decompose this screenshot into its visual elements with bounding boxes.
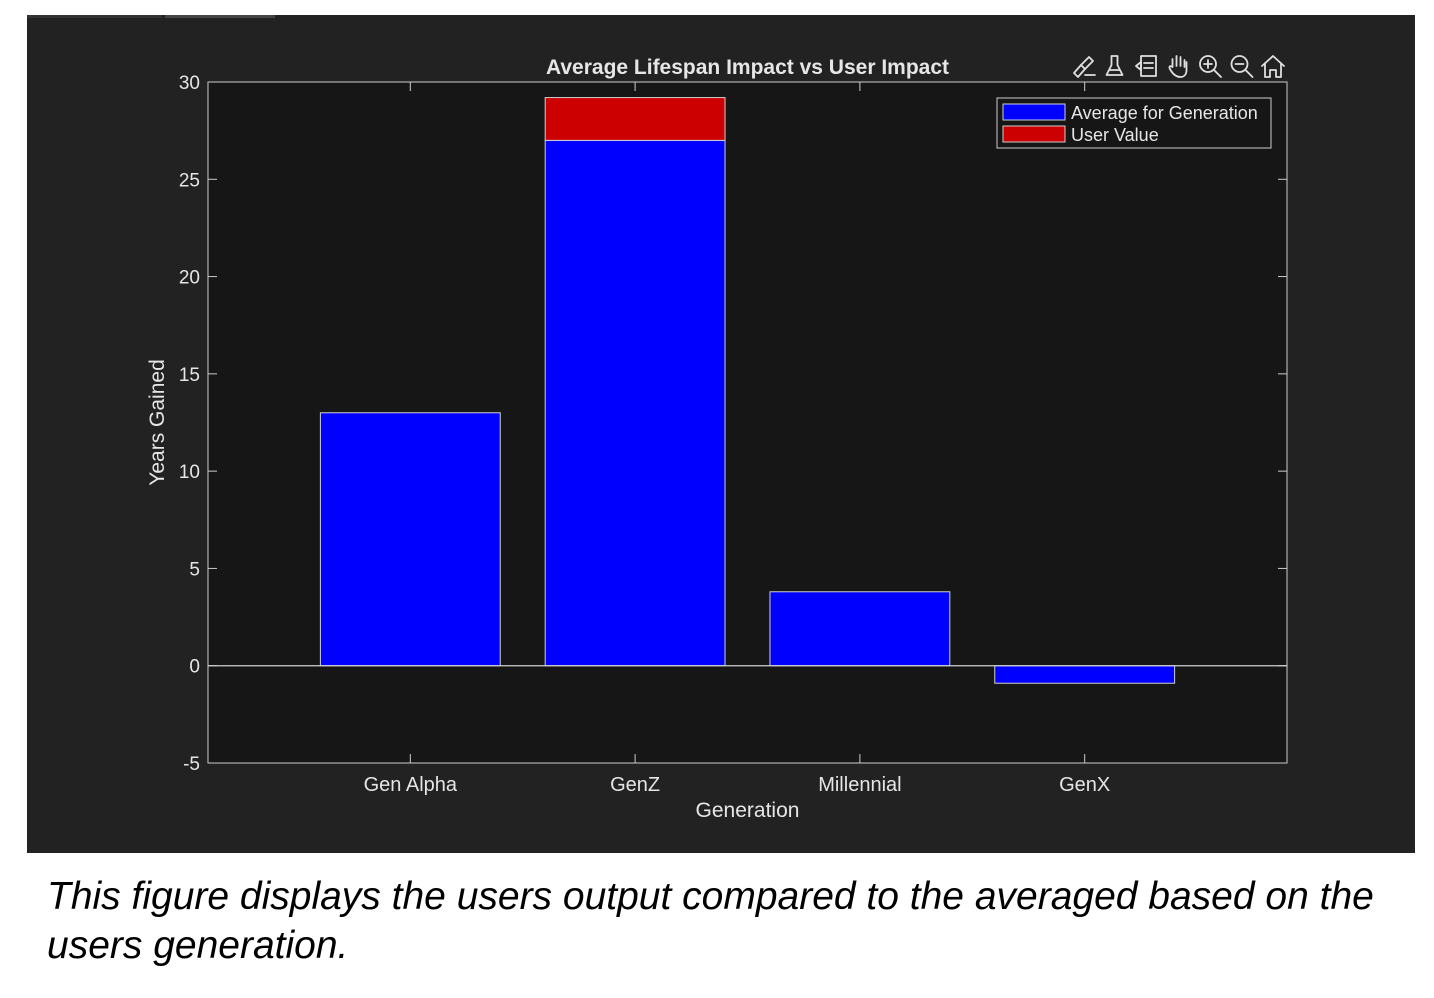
bar-gen-alpha-series-0	[319, 412, 501, 667]
bar-millennial-series-0	[769, 591, 951, 667]
x-tick-label: GenZ	[610, 774, 660, 796]
legend-swatch	[1002, 125, 1066, 143]
datacursor-icon[interactable]	[1135, 55, 1157, 77]
x-tick-label: Millennial	[818, 774, 901, 796]
x-tick-label: GenX	[1059, 774, 1110, 796]
legend-swatch	[1002, 103, 1066, 121]
legend-entry-label: User Value	[1071, 125, 1159, 145]
bar-genx-series-0	[994, 665, 1176, 684]
y-tick-label: 5	[189, 559, 200, 580]
home-icon[interactable]	[1261, 55, 1285, 78]
legend-entry-label: Average for Generation	[1071, 103, 1258, 123]
data-tips-icon[interactable]	[1105, 55, 1124, 76]
figure-caption: This figure displays the users output co…	[47, 875, 1374, 967]
zoom-in-icon[interactable]	[1199, 55, 1222, 78]
figure-tab-strip	[27, 15, 277, 20]
figure-tab[interactable]	[27, 15, 162, 18]
bar-genz-series-1	[544, 97, 726, 141]
figure-window: -5 0 5 10 15 20 25 30 Gen Alpha GenZ Millennial Gen…	[27, 15, 1415, 853]
y-tick-label: 25	[179, 170, 200, 191]
y-tick-label: 30	[179, 73, 200, 94]
zoom-out-icon[interactable]	[1230, 55, 1254, 78]
y-tick-label: 20	[179, 268, 200, 289]
x-tick-label: Gen Alpha	[364, 774, 458, 796]
brush-icon[interactable]	[1073, 56, 1096, 78]
bar-genz-series-0	[544, 139, 726, 667]
y-axis-label: Years Gained	[146, 359, 169, 485]
x-axis-label: Generation	[696, 799, 800, 822]
figure-tab-active[interactable]	[165, 15, 275, 18]
bar-chart: -5 0 5 10 15 20 25 30 Gen Alpha GenZ Millennial Gen…	[146, 55, 1288, 822]
y-tick-label: -5	[183, 754, 200, 775]
y-tick-label: 0	[189, 657, 200, 678]
y-tick-label: 10	[179, 462, 200, 483]
pan-hand-icon[interactable]	[1168, 55, 1188, 78]
chart-title: Average Lifespan Impact vs User Impact	[546, 56, 949, 79]
y-tick-label: 15	[179, 365, 200, 386]
